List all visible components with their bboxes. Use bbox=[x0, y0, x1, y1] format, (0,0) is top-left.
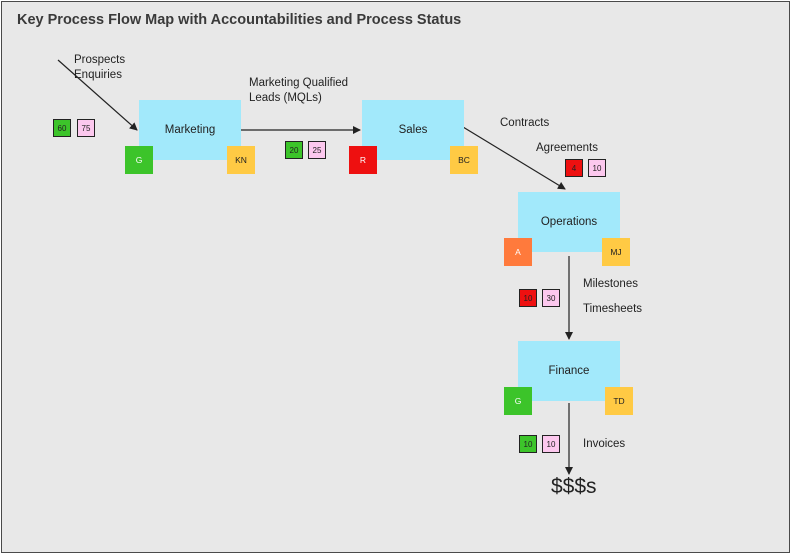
flow-label-prospects: Prospects Enquiries bbox=[74, 53, 125, 83]
flow-label-timesheets: Timesheets bbox=[583, 303, 643, 315]
flow-label-mqls-line1: Marketing Qualified bbox=[249, 77, 349, 89]
owner-badge-sales: BC bbox=[450, 146, 478, 174]
outcome-money: $$$s bbox=[551, 475, 597, 498]
owner-badge-finance: TD bbox=[605, 387, 633, 415]
flow-label-mqls: Marketing Qualified Leads (MQLs) bbox=[249, 76, 348, 106]
flow-label-mqls-line2: Leads (MQLs) bbox=[249, 92, 322, 104]
arrow-sales-to-operations bbox=[462, 126, 566, 190]
process-marketing: Marketing bbox=[139, 100, 241, 160]
flow-label-prospects-line1: Prospects bbox=[74, 54, 126, 66]
metric-prospects-actual: 60 bbox=[53, 119, 71, 137]
flow-label-agreements: Agreements bbox=[536, 142, 599, 154]
process-marketing-label: Marketing bbox=[164, 124, 216, 136]
process-operations-label: Operations bbox=[540, 216, 598, 228]
owner-badge-operations: MJ bbox=[602, 238, 630, 266]
metric-milestones-target: 30 bbox=[542, 289, 560, 307]
process-finance-label: Finance bbox=[548, 365, 590, 377]
status-badge-operations: A bbox=[504, 238, 532, 266]
process-sales-label: Sales bbox=[398, 124, 428, 136]
status-badge-sales: R bbox=[349, 146, 377, 174]
page-title: Key Process Flow Map with Accountabiliti… bbox=[17, 12, 462, 28]
metric-contracts-target: 10 bbox=[588, 159, 606, 177]
metric-invoices-actual: 10 bbox=[519, 435, 537, 453]
status-badge-finance: G bbox=[504, 387, 532, 415]
metric-mqls-actual: 20 bbox=[285, 141, 303, 159]
flow-label-milestones: Milestones bbox=[583, 278, 638, 290]
metric-contracts-actual: 4 bbox=[565, 159, 583, 177]
metric-mqls-target: 25 bbox=[308, 141, 326, 159]
process-sales: Sales bbox=[362, 100, 464, 160]
arrow-prospects-to-marketing bbox=[57, 59, 138, 131]
flow-label-contracts: Contracts bbox=[500, 117, 550, 129]
flow-label-invoices: Invoices bbox=[583, 438, 626, 450]
metric-invoices-target: 10 bbox=[542, 435, 560, 453]
metric-milestones-actual: 10 bbox=[519, 289, 537, 307]
metric-prospects-target: 75 bbox=[77, 119, 95, 137]
status-badge-marketing: G bbox=[125, 146, 153, 174]
owner-badge-marketing: KN bbox=[227, 146, 255, 174]
flow-label-prospects-line2: Enquiries bbox=[74, 69, 122, 81]
process-finance: Finance bbox=[518, 341, 620, 401]
